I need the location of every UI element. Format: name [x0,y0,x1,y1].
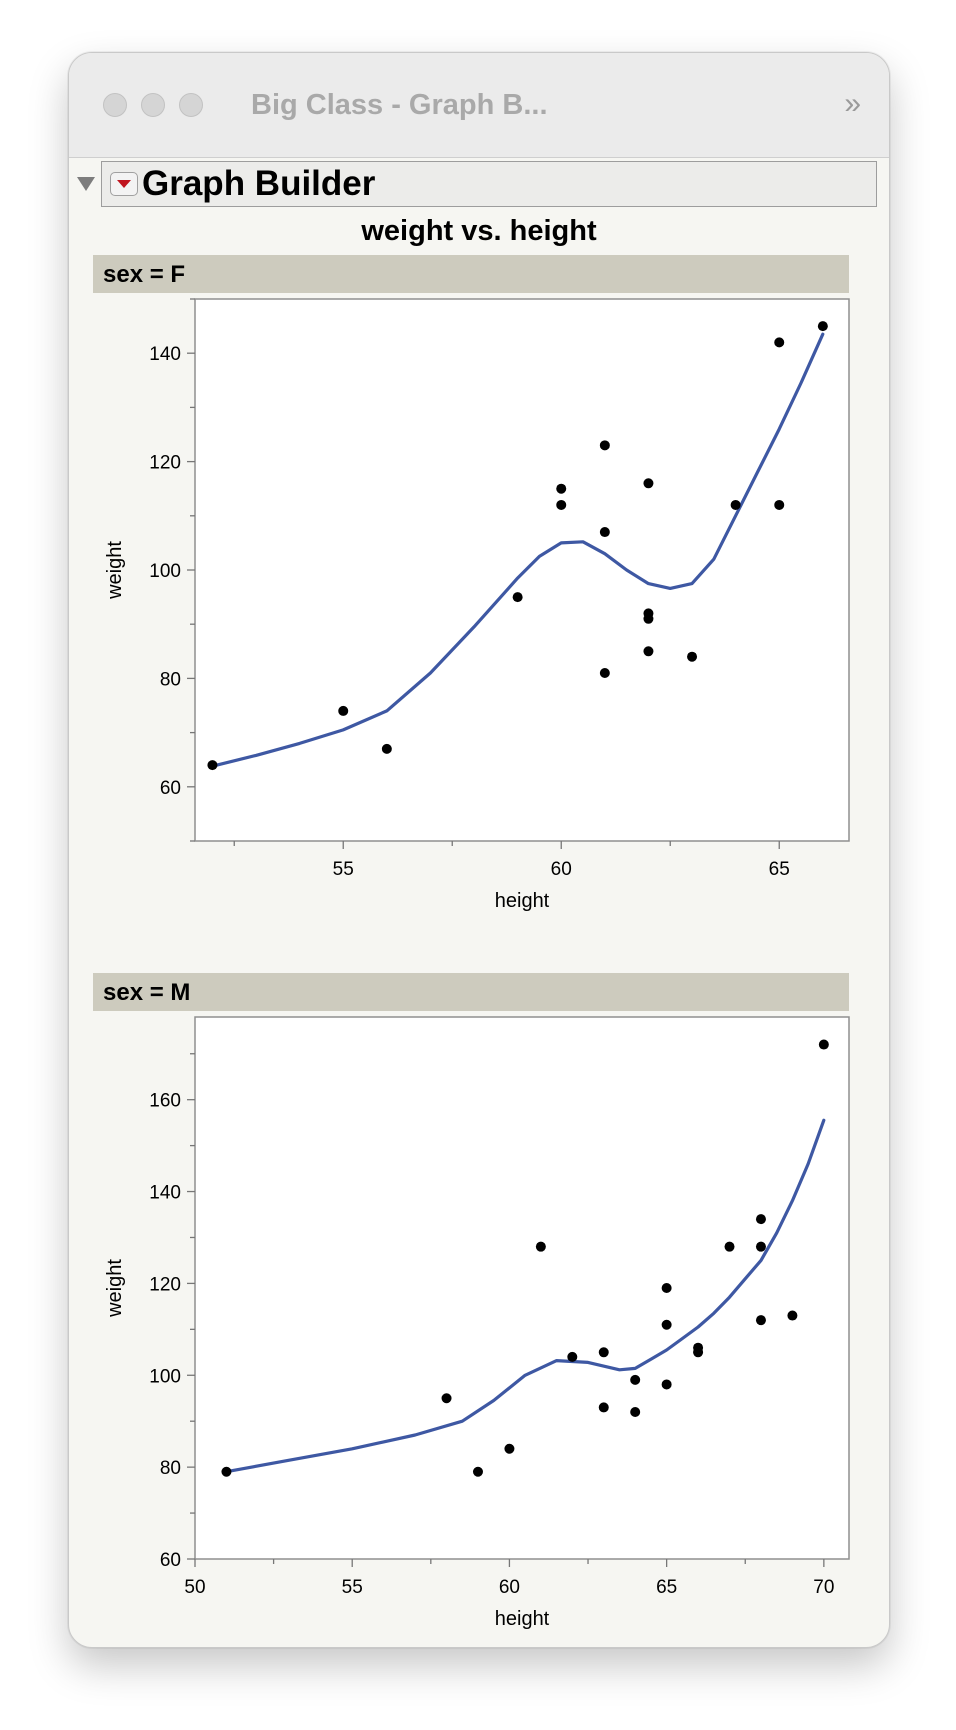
y-tick-label: 100 [149,561,181,582]
data-point[interactable] [512,592,523,603]
close-window-button[interactable] [103,93,127,117]
x-tick-label: 60 [551,859,572,880]
x-axis-label: height [495,1608,550,1630]
panel-strip-male: sex = M [93,973,849,1011]
scatter-plot-female[interactable]: 60 80 100 120 140 55 60 65 height weight [69,293,889,912]
panel-label: sex = M [103,979,191,1006]
data-point[interactable] [630,1374,641,1385]
data-point[interactable] [441,1393,452,1404]
smoother-line [210,332,825,768]
data-point[interactable] [630,1407,641,1418]
y-tick-label: 160 [149,1091,181,1112]
data-point[interactable] [598,1402,609,1413]
y-tick-label: 120 [149,1274,181,1295]
data-point[interactable] [687,651,698,662]
plot-frame [194,298,850,842]
data-point[interactable] [817,321,828,332]
plot-frame [194,1016,850,1560]
data-point[interactable] [643,646,654,657]
y-tick-label: 140 [149,1183,181,1204]
panel-label: sex = F [103,261,186,288]
data-point[interactable] [661,1283,672,1293]
x-tick-label: 60 [499,1577,520,1598]
data-point[interactable] [535,1241,546,1252]
y-tick-label: 100 [149,1366,181,1387]
data-point[interactable] [381,743,392,754]
y-axis-label: weight [104,1259,126,1318]
data-point[interactable] [661,1379,672,1390]
y-tick-label: 80 [160,1458,181,1479]
window-titlebar[interactable]: Big Class - Graph B... » [69,53,889,158]
panel-strip-female: sex = F [93,255,849,293]
disclosure-triangle-icon[interactable] [77,177,95,191]
data-point[interactable] [338,705,349,716]
graph-builder-window: Big Class - Graph B... » Graph Builder w… [68,52,890,1648]
data-point[interactable] [818,1039,829,1050]
data-point[interactable] [730,499,741,510]
data-point[interactable] [567,1351,578,1362]
y-tick-label: 80 [160,669,181,690]
data-point[interactable] [774,499,785,510]
data-point[interactable] [774,337,785,348]
data-point[interactable] [599,440,610,451]
data-point[interactable] [755,1315,766,1326]
data-point[interactable] [599,527,610,538]
window-title: Big Class - Graph B... [251,89,548,121]
x-tick-label: 55 [342,1577,363,1598]
minimize-window-button[interactable] [141,93,165,117]
scatter-plot-male[interactable]: 60 80 100 120 140 160 50 55 60 65 70 height weight [69,1011,889,1630]
data-point[interactable] [724,1241,735,1252]
data-point[interactable] [598,1347,609,1358]
y-axis-label: weight [104,541,126,600]
data-point[interactable] [661,1319,672,1330]
data-point[interactable] [755,1214,766,1225]
double-chevron-right-icon[interactable]: » [844,87,861,120]
data-point[interactable] [693,1347,704,1358]
smoother-line [224,1118,826,1474]
x-tick-label: 65 [656,1577,677,1598]
y-tick-label: 120 [149,453,181,474]
data-point[interactable] [755,1241,766,1252]
x-tick-label: 65 [769,859,790,880]
graph-builder-outline-header: Graph Builder [101,161,877,207]
y-tick-label: 60 [160,778,181,799]
data-point[interactable] [643,478,654,489]
graph-builder-title: Graph Builder [142,164,376,203]
chart-title: weight vs. height [361,215,597,247]
y-tick-label: 60 [160,1550,181,1571]
x-tick-label: 55 [333,859,354,880]
data-point[interactable] [556,499,567,510]
data-point[interactable] [787,1310,798,1321]
y-tick-label: 140 [149,344,181,365]
zoom-window-button[interactable] [179,93,203,117]
data-point[interactable] [221,1466,232,1477]
data-point[interactable] [472,1466,483,1477]
red-triangle-menu-icon[interactable] [110,172,138,196]
data-point[interactable] [504,1443,515,1454]
data-point[interactable] [556,483,567,494]
x-tick-label: 70 [813,1577,834,1598]
x-axis-label: height [495,890,550,912]
data-point[interactable] [207,760,218,771]
data-point[interactable] [643,613,654,624]
x-tick-label: 50 [184,1577,205,1598]
data-point[interactable] [599,667,610,678]
